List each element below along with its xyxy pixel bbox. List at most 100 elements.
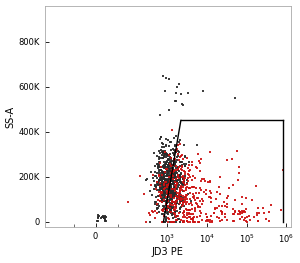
Point [173, 185, 178, 189]
Point [191, 217, 196, 221]
Point [178, 164, 183, 168]
Point [163, 165, 168, 169]
Point [166, 163, 170, 167]
Point [165, 178, 170, 182]
Point [173, 149, 178, 153]
Point [158, 199, 163, 203]
Point [172, 180, 177, 185]
Point [173, 168, 178, 173]
Point [179, 102, 184, 106]
Point [178, 196, 183, 200]
Point [164, 184, 169, 188]
Point [166, 198, 171, 202]
Point [169, 140, 173, 144]
Point [164, 180, 169, 184]
Point [174, 186, 178, 190]
Point [178, 186, 183, 190]
Point [169, 171, 174, 175]
Point [163, 153, 168, 157]
Point [163, 182, 168, 186]
Point [171, 176, 176, 180]
Point [164, 201, 169, 206]
Point [147, 213, 152, 217]
Point [170, 213, 175, 217]
Point [174, 215, 178, 219]
Point [192, 215, 197, 219]
Point [164, 191, 169, 195]
Point [170, 192, 175, 196]
Point [152, 183, 157, 188]
Point [194, 202, 199, 206]
Point [186, 220, 190, 224]
Point [171, 208, 176, 212]
Point [156, 178, 161, 182]
Point [181, 169, 186, 173]
Point [162, 198, 167, 202]
Point [171, 168, 176, 172]
Point [167, 179, 172, 183]
Point [169, 195, 174, 199]
Point [175, 218, 179, 222]
Point [190, 195, 195, 199]
Point [180, 198, 185, 202]
Point [161, 163, 166, 167]
Point [167, 203, 172, 208]
Point [159, 178, 164, 182]
Point [205, 215, 210, 219]
Point [169, 162, 173, 166]
Point [238, 218, 243, 222]
Point [176, 194, 181, 198]
Point [177, 189, 182, 193]
Point [188, 212, 193, 216]
Point [164, 207, 169, 211]
Point [164, 151, 168, 155]
Point [165, 208, 170, 212]
Point [177, 202, 182, 206]
Point [238, 210, 242, 215]
Point [169, 220, 174, 224]
Point [161, 171, 166, 175]
Point [163, 178, 168, 183]
Point [172, 213, 177, 217]
Point [153, 174, 158, 178]
Point [254, 211, 259, 215]
Point [172, 185, 177, 190]
Point [185, 216, 190, 220]
Point [178, 198, 182, 203]
Point [159, 190, 164, 194]
Point [165, 209, 170, 214]
Point [177, 211, 182, 215]
Point [225, 158, 230, 162]
Point [173, 189, 178, 193]
Point [190, 206, 194, 211]
Point [177, 188, 182, 193]
Point [172, 183, 176, 187]
Point [169, 175, 174, 179]
Point [185, 182, 190, 186]
Point [233, 210, 238, 214]
Point [159, 175, 164, 179]
Point [178, 193, 183, 197]
Point [171, 173, 176, 178]
Point [169, 198, 174, 202]
Point [171, 177, 176, 181]
Point [168, 177, 173, 181]
Point [172, 187, 177, 191]
Point [220, 211, 225, 216]
Point [173, 99, 178, 103]
Point [164, 206, 169, 210]
Point [180, 177, 185, 181]
Point [161, 188, 166, 192]
Point [174, 218, 179, 222]
Point [162, 176, 167, 181]
Point [161, 220, 166, 224]
Point [169, 171, 174, 176]
Point [167, 191, 172, 196]
Point [219, 210, 224, 215]
Point [160, 180, 165, 185]
Point [160, 207, 165, 211]
Point [197, 205, 202, 209]
Point [191, 185, 196, 189]
Point [233, 198, 238, 202]
Point [185, 156, 190, 160]
